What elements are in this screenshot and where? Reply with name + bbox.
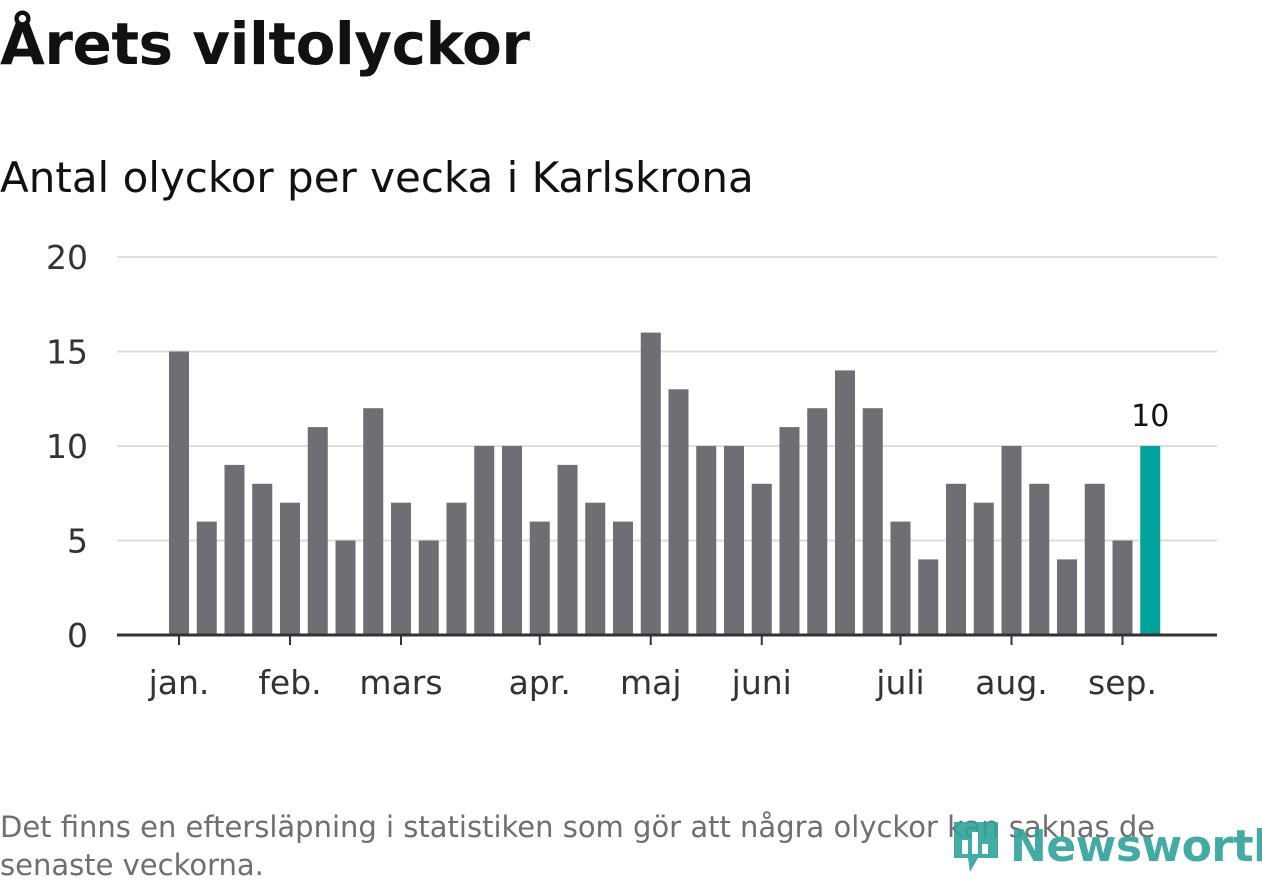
bar <box>918 559 939 635</box>
bar <box>418 540 439 635</box>
bar <box>474 446 495 635</box>
y-tick-label: 15 <box>46 333 88 372</box>
x-tick-label: mars <box>359 663 442 702</box>
y-tick-label: 5 <box>67 522 88 561</box>
x-tick-label: feb. <box>258 663 321 702</box>
bar <box>807 408 828 635</box>
bar <box>335 540 356 635</box>
x-axis-labels: jan. feb. mars apr. maj juni juli aug. sep. <box>148 663 1157 702</box>
bar <box>529 521 550 635</box>
annotations: 10 <box>1131 399 1169 434</box>
bar <box>1112 540 1133 635</box>
bar <box>1001 446 1022 635</box>
bar <box>391 502 411 635</box>
y-axis-labels: 0 5 10 15 20 <box>46 238 88 655</box>
bar <box>862 408 883 635</box>
x-tick-label: aug. <box>975 663 1048 702</box>
bar <box>640 332 661 635</box>
bar <box>280 502 300 635</box>
bar <box>1029 483 1050 635</box>
bar <box>890 521 911 635</box>
newsworthy-logo: Newsworthy <box>950 816 1262 876</box>
bars <box>169 332 1161 635</box>
bar <box>724 446 744 635</box>
chart-subtitle: Antal olyckor per vecka i Karlskrona <box>0 153 754 202</box>
bar <box>751 483 772 635</box>
x-axis <box>117 633 1217 645</box>
bar <box>613 521 633 635</box>
x-tick-label: juli <box>875 663 924 702</box>
y-tick-label: 10 <box>46 427 88 466</box>
bar <box>252 483 273 635</box>
bar <box>696 446 717 635</box>
bar <box>779 427 800 635</box>
bar <box>946 483 966 635</box>
bar <box>363 408 384 635</box>
bar <box>973 502 994 635</box>
bar <box>224 464 245 635</box>
bar <box>446 502 467 635</box>
bar <box>1084 483 1105 635</box>
bar <box>502 446 522 635</box>
chart-title: Årets viltolyckor <box>0 10 530 78</box>
bar-chart: 0 5 10 15 20 jan. feb. mars apr. maj juni juli aug.… <box>46 238 1217 702</box>
x-tick-label: jan. <box>148 663 210 702</box>
x-tick-label: juni <box>731 663 792 702</box>
brand-name: Newsworthy <box>1010 820 1262 872</box>
bar <box>169 351 189 635</box>
bar <box>557 464 578 635</box>
x-tick-label: sep. <box>1088 663 1157 702</box>
bar <box>585 502 606 635</box>
bar <box>307 427 328 635</box>
bar-chart-speech-bubble-icon <box>954 822 998 872</box>
bar <box>196 521 217 635</box>
gridlines <box>117 256 1217 542</box>
bar <box>668 389 689 635</box>
y-tick-label: 0 <box>67 616 88 655</box>
bar-highlight <box>1140 446 1161 635</box>
x-tick-label: apr. <box>509 663 571 702</box>
bar-value-label: 10 <box>1131 399 1169 434</box>
x-tick-label: maj <box>620 663 682 702</box>
bar <box>1057 559 1077 635</box>
bar <box>835 370 855 635</box>
y-tick-label: 20 <box>46 238 88 277</box>
